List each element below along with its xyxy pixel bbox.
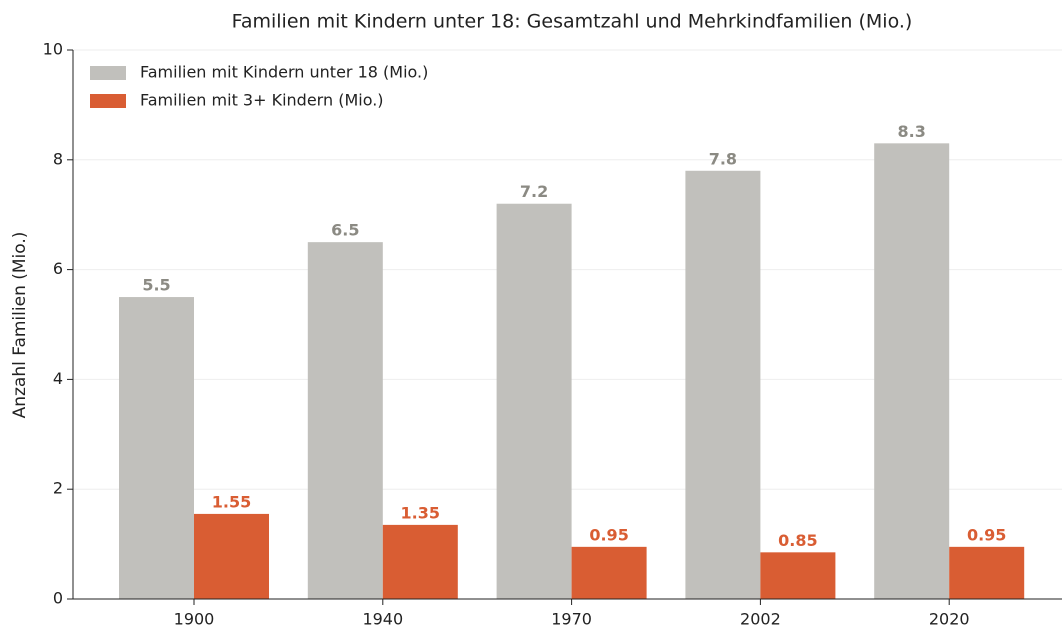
value-label: 1.35: [401, 503, 440, 522]
y-tick-label: 8: [53, 149, 63, 168]
y-tick-label: 0: [53, 589, 63, 608]
y-axis-label: Anzahl Familien (Mio.): [10, 232, 30, 419]
value-label: 1.55: [212, 492, 251, 511]
value-label: 0.85: [778, 531, 817, 550]
x-tick-label: 2002: [740, 610, 781, 629]
x-tick-label: 1970: [551, 610, 592, 629]
bar: [496, 203, 572, 599]
value-label: 0.95: [967, 525, 1006, 544]
x-tick-label: 2020: [929, 610, 970, 629]
y-tick-label: 10: [43, 40, 63, 59]
y-tick-label: 6: [53, 259, 63, 278]
bar: [194, 513, 269, 599]
bar: [760, 552, 836, 599]
legend-label: Familien mit 3+ Kindern (Mio.): [140, 91, 384, 110]
bar: [382, 524, 458, 599]
legend-swatch: [90, 66, 126, 80]
bar: [571, 546, 647, 599]
x-tick-label: 1940: [362, 610, 403, 629]
x-tick-label: 1900: [174, 610, 215, 629]
y-tick-label: 4: [53, 369, 63, 388]
legend-swatch: [90, 94, 126, 108]
bar: [685, 170, 761, 599]
bar: [307, 242, 383, 599]
bar: [949, 546, 1025, 599]
value-label: 8.3: [898, 122, 926, 141]
bar: [874, 143, 950, 599]
value-label: 0.95: [589, 525, 628, 544]
value-label: 6.5: [331, 221, 359, 240]
value-label: 7.2: [520, 182, 548, 201]
chart-title: Familien mit Kindern unter 18: Gesamtzah…: [232, 11, 913, 33]
value-label: 5.5: [142, 276, 170, 295]
value-label: 7.8: [709, 149, 737, 168]
y-tick-label: 2: [53, 479, 63, 498]
bar: [119, 297, 194, 599]
legend-label: Familien mit Kindern unter 18 (Mio.): [140, 63, 428, 82]
